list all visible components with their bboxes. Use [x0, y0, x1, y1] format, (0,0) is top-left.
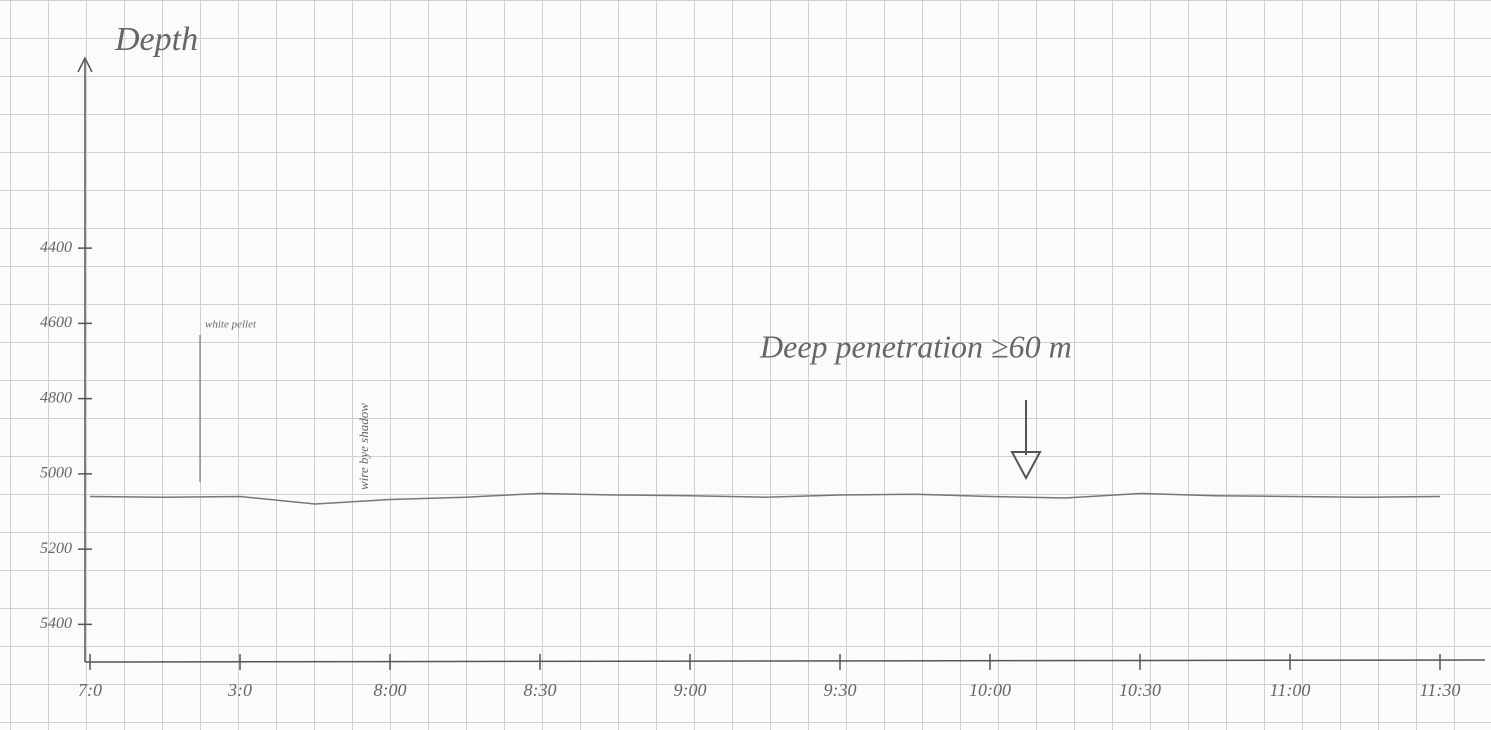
y-tick-label: 5200 — [40, 540, 72, 557]
y-tick-label: 5000 — [40, 465, 72, 482]
note: white pellet — [205, 319, 257, 331]
x-tick-label: 3:0 — [227, 680, 252, 700]
y-tick-label: 4400 — [40, 239, 72, 256]
x-tick-label: 10:30 — [1119, 680, 1161, 700]
annotation: Deep penetration ≥60 m — [759, 328, 1072, 364]
annotation-arrow — [1010, 400, 1042, 481]
data-line — [89, 492, 1441, 505]
x-tick-label: 10:00 — [969, 680, 1011, 700]
x-tick-label: 8:30 — [524, 680, 557, 700]
y-axis-arrow — [77, 56, 93, 73]
y-tick-label: 4600 — [40, 314, 72, 331]
x-tick-label: 11:30 — [1420, 680, 1461, 700]
x-axis — [84, 659, 1486, 663]
y-tick-label: 5400 — [40, 615, 72, 632]
x-tick-label: 7:0 — [78, 680, 102, 700]
y-tick-label: 4800 — [40, 389, 72, 406]
x-tick-label: 9:00 — [674, 680, 707, 700]
x-tick-label: 8:00 — [374, 680, 407, 700]
x-tick-label: 11:00 — [1270, 680, 1311, 700]
y-axis-label: Depth — [114, 21, 198, 58]
note: wire bye shadow — [356, 403, 371, 490]
x-tick-label: 9:30 — [824, 680, 857, 700]
